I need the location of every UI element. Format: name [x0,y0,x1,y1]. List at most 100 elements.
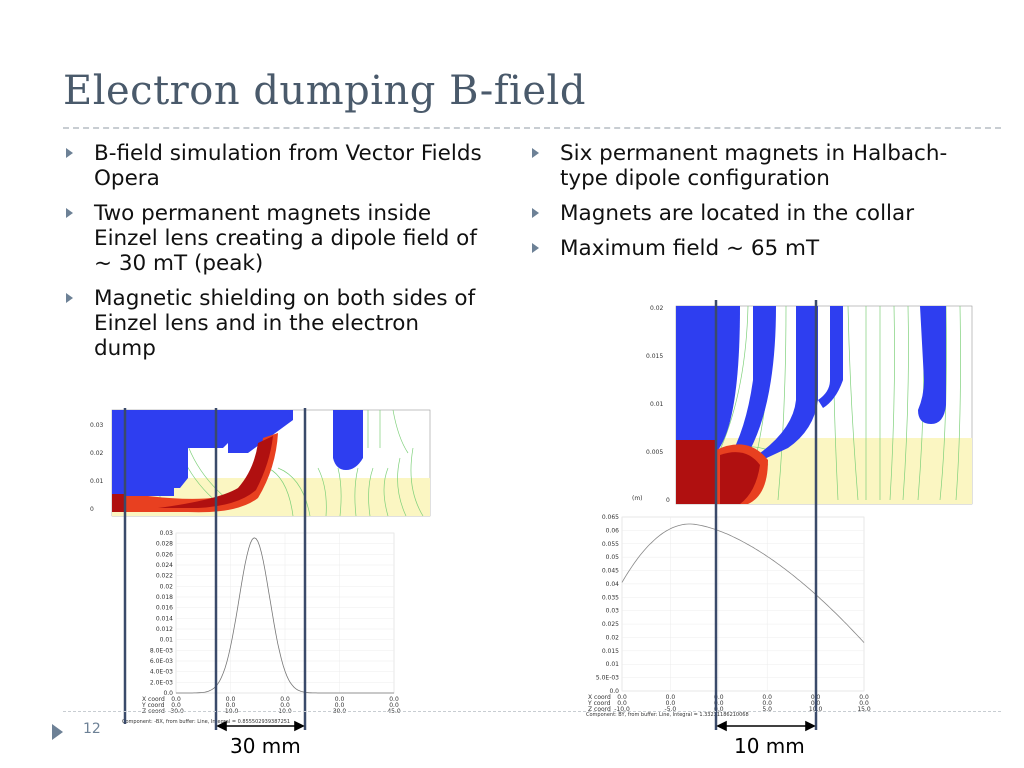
coord-value: 0.0 [762,694,772,701]
plot-footer: Component: -BX, from buffer: Line, Integ… [122,719,290,725]
coord-value: 0.0 [714,706,724,713]
axis-tick: 0.005 [646,449,663,456]
axis-tick: 0.06 [606,527,620,534]
axis-tick: 0.02 [606,634,620,641]
axis-tick: 0.01 [90,478,104,485]
axis-tick: 0.0 [609,688,619,695]
axis-tick: 0.016 [156,605,173,612]
axis-tick: 0.015 [602,648,619,655]
coord-value: 0.0 [762,700,772,707]
coord-value: 0.0 [226,696,236,703]
axis-tick: 0.055 [602,541,619,548]
bullet-arrow-icon [532,148,539,158]
axis-tick: 0.012 [156,626,173,633]
bullet-text: Magnets are located in the collar [560,201,915,226]
slide-marker-icon [52,724,63,740]
coord-value: -10.0 [614,706,630,713]
axis-tick: 2.0E-03 [150,679,173,686]
coord-value: 0.0 [171,696,181,703]
axis-tick: 0.05 [606,554,620,561]
coord-value: 0.0 [859,700,869,707]
bullet-item: Two permanent magnets inside Einzel lens… [66,201,486,276]
coord-value: 0.0 [280,696,290,703]
coord-value: 5.0 [762,706,772,713]
dimension-label-left: 30 mm [230,734,301,758]
coord-value: 0.0 [335,696,345,703]
dimension-label-right: 10 mm [734,734,805,758]
bullet-arrow-icon [66,208,73,218]
axis-tick: 8.0E-03 [150,647,173,654]
bullet-text: Six permanent magnets in Halbach-type di… [560,141,948,191]
axis-tick: 0.018 [156,594,173,601]
axis-tick: 6.0E-03 [150,658,173,665]
axis-tick: 0.03 [160,530,174,537]
axis-tick: 0.045 [602,568,619,575]
bullet-text: Two permanent magnets inside Einzel lens… [94,201,477,276]
axis-tick: 0.03 [90,422,104,429]
coord-value: 0.0 [666,700,676,707]
bullet-arrow-icon [66,293,73,303]
coord-label: X coord [588,694,611,701]
coord-value: 0.0 [617,700,627,707]
bullet-item: Magnetic shielding on both sides of Einz… [66,286,486,361]
coord-value: 0.0 [666,694,676,701]
axis-tick: 0.02 [650,305,664,312]
coord-value: 0.0 [280,702,290,709]
left-bullet-list: B-field simulation from Vector Fields Op… [66,141,486,371]
axis-tick: 0.02 [90,450,104,457]
coord-label: Y coord [587,700,611,707]
axis-tick: 0.01 [160,637,174,644]
axis-tick: 0.028 [156,541,173,548]
coord-value: 0.0 [859,694,869,701]
bullet-item: B-field simulation from Vector Fields Op… [66,141,486,191]
axis-tick: 0.022 [156,573,173,580]
coord-label: X coord [142,696,165,703]
axis-tick: 0.02 [160,583,174,590]
axis-tick: 0.025 [602,621,619,628]
axis-tick: 0.026 [156,551,173,558]
coord-value: 0.0 [335,702,345,709]
bullet-item: Six permanent magnets in Halbach-type di… [532,141,972,191]
plot-footer: Component: BY, from buffer: Line, Integr… [586,712,749,718]
coord-value: 0.0 [171,702,181,709]
axis-tick: 0.0 [163,690,173,697]
bullet-text: B-field simulation from Vector Fields Op… [94,141,482,191]
bullet-arrow-icon [66,148,73,158]
axis-tick: 0.024 [156,562,173,569]
bullet-text: Maximum field ~ 65 mT [560,236,820,261]
axis-tick: 5.0E-03 [596,675,619,682]
coord-label: Z coord [588,706,611,713]
bullet-arrow-icon [532,208,539,218]
axis-unit: (m) [632,495,643,502]
axis-tick: 0.035 [602,594,619,601]
footer-divider [63,711,1001,712]
coord-value: 0.0 [617,694,627,701]
left-field-plot: 0.03 0.028 0.026 0.024 0.022 0.02 0.018 0.016 0.… [122,530,401,725]
right-field-plot: 0.065 0.06 0.055 0.05 0.045 0.04 0.035 0.03 0.02… [586,514,871,718]
axis-tick: 0.015 [646,353,663,360]
axis-tick: 0.03 [606,608,620,615]
coord-value: 0.0 [389,702,399,709]
axis-tick: 0.014 [156,615,173,622]
bullet-text: Magnetic shielding on both sides of Einz… [94,286,476,361]
coord-value: 0.0 [714,700,724,707]
coord-value: -5.0 [665,706,677,713]
coord-value: 0.0 [389,696,399,703]
axis-tick: 0 [666,497,670,504]
axis-tick: 0.01 [606,661,620,668]
bullet-item: Maximum field ~ 65 mT [532,236,972,261]
coord-label: Y coord [141,702,165,709]
slide-title: Electron dumping B-field [63,68,586,114]
bullet-arrow-icon [532,243,539,253]
axis-tick: 0.04 [606,581,620,588]
axis-tick: 0 [90,506,94,513]
axis-tick: 0.065 [602,514,619,521]
right-field-simulation: 0.02 0.015 0.01 0.005 0 (m) [632,305,973,505]
slide-number: 12 [83,721,101,737]
title-divider [63,127,1001,129]
axis-tick: 4.0E-03 [150,669,173,676]
right-bullet-list: Six permanent magnets in Halbach-type di… [532,141,972,271]
coord-value: 0.0 [714,694,724,701]
axis-tick: 0.01 [650,401,664,408]
